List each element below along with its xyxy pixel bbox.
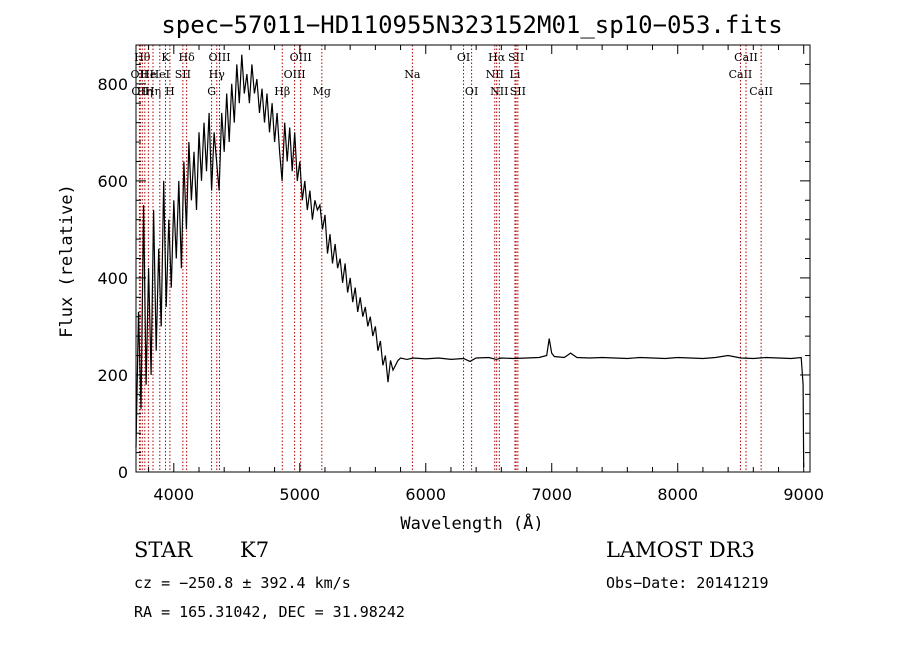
line-label: OIII	[290, 51, 312, 64]
line-label: NII	[486, 68, 504, 81]
line-label: Hθ	[134, 51, 151, 64]
line-label: Hα	[488, 51, 506, 64]
line-label: H	[165, 85, 175, 98]
spectral-line-markers: OIIOIIHθHηHeHηHeIKHSIIHδGHγOIIIHβOIIIOII…	[131, 45, 773, 472]
y-axis-label: Flux (relative)	[57, 184, 77, 338]
line-label: OI	[457, 51, 470, 64]
line-label: OIII	[208, 51, 230, 64]
line-label: SII	[510, 85, 526, 98]
line-label: Hη	[137, 85, 153, 98]
line-label: SII	[508, 51, 524, 64]
line-label: K	[161, 51, 170, 64]
line-label: SII	[175, 68, 191, 81]
line-label: CaII	[749, 85, 773, 98]
line-label: G	[207, 85, 216, 98]
y-tick-label: 200	[97, 366, 128, 385]
line-label: OIII	[284, 68, 306, 81]
chart-title: spec−57011−HD110955N323152M01_sp10−053.f…	[161, 11, 782, 39]
x-tick-label: 5000	[279, 485, 320, 504]
axes: 4000 5000 6000 7000 8000 9000 0 200 400 600 800	[97, 44, 824, 504]
y-tick-label: 600	[97, 172, 128, 191]
object-class: STAR	[134, 538, 193, 562]
y-tick-label: 400	[97, 269, 128, 288]
survey-name: LAMOST DR3	[606, 538, 755, 562]
y-tick-label: 800	[97, 75, 128, 94]
obs-date: Obs−Date: 20141219	[606, 574, 769, 592]
object-subclass: K7	[240, 538, 270, 562]
line-label: Mg	[313, 85, 331, 98]
line-label: HeI	[150, 68, 170, 81]
line-label: Hγ	[209, 68, 226, 81]
line-label: CaII	[734, 51, 758, 64]
spectrum-series	[135, 54, 805, 468]
line-label: Hβ	[274, 85, 290, 98]
x-tick-label: 7000	[531, 485, 572, 504]
x-axis-label: Wavelength (Å)	[400, 512, 543, 534]
line-label: NII	[490, 85, 508, 98]
x-tick-label: 4000	[153, 485, 194, 504]
redshift-cz: cz = −250.8 ± 392.4 km/s	[134, 574, 351, 592]
line-label: Hη	[145, 85, 161, 98]
line-label: Hδ	[179, 51, 196, 64]
line-label: OII	[131, 68, 149, 81]
y-tick-label: 0	[118, 463, 128, 482]
line-label: OI	[465, 85, 478, 98]
line-label: Na	[404, 68, 421, 81]
plot-frame	[135, 44, 811, 473]
line-label: Li	[510, 68, 521, 81]
ra-dec: RA = 165.31042, DEC = 31.98242	[134, 603, 405, 621]
spectrum-line	[135, 54, 805, 468]
line-label: CaII	[729, 68, 753, 81]
line-label: He	[140, 68, 156, 81]
x-tick-label: 6000	[405, 485, 446, 504]
x-tick-label: 9000	[783, 485, 824, 504]
x-tick-label: 8000	[657, 485, 698, 504]
